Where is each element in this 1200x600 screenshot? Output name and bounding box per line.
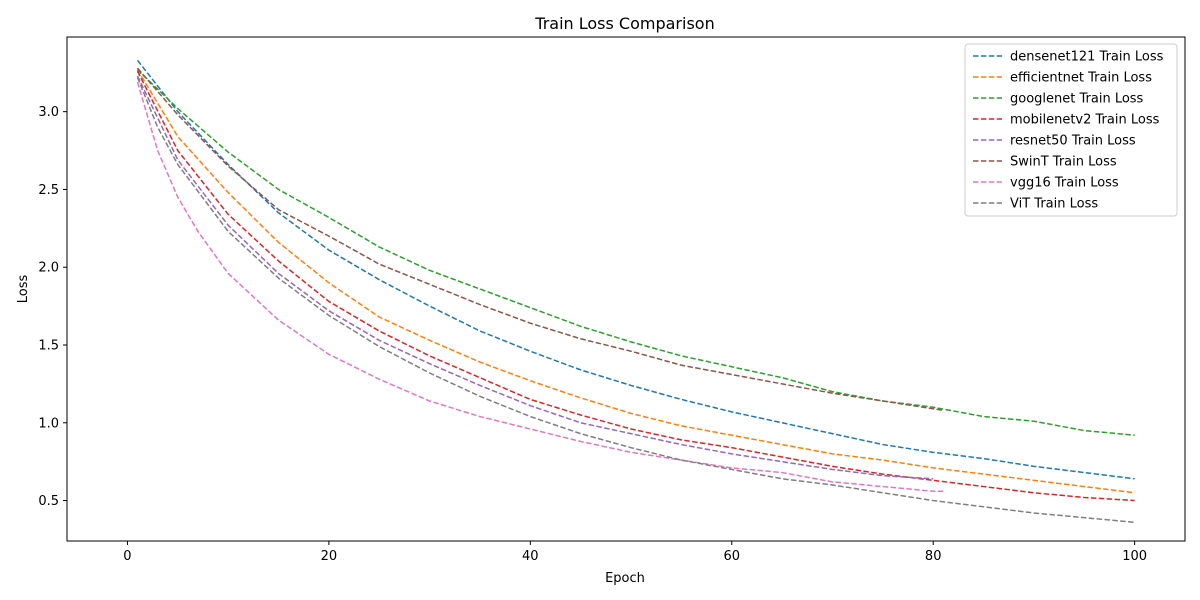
series-lines (136, 59, 1135, 524)
series-line-3 (136, 70, 1135, 502)
x-tick-label: 20 (321, 549, 338, 564)
legend-label-7: ViT Train Loss (1010, 197, 1098, 212)
legend-label-3: mobilenetv2 Train Loss (1010, 113, 1160, 128)
legend-label-2: googlenet Train Loss (1010, 92, 1144, 107)
x-tick-label: 40 (522, 549, 539, 564)
legend-box (964, 43, 1178, 217)
y-axis-label: Loss (16, 275, 31, 304)
y-tick-label: 2.5 (38, 183, 59, 198)
x-tick-label: 80 (925, 549, 942, 564)
y-tick-label: 0.5 (38, 494, 59, 509)
series-line-4 (136, 75, 934, 480)
legend-label-5: SwinT Train Loss (1010, 155, 1117, 170)
legend: densenet121 Train Loss efficientnet Train… (964, 43, 1178, 217)
plot-area (66, 36, 1186, 542)
legend-label-6: vgg16 Train Loss (1010, 176, 1119, 191)
series-line-7 (136, 77, 1135, 524)
x-tick-label: 60 (723, 549, 740, 564)
y-tick-label: 3.0 (38, 105, 59, 120)
series-line-0 (136, 59, 1135, 480)
legend-label-4: resnet50 Train Loss (1010, 134, 1136, 149)
y-tick-label: 1.5 (38, 339, 59, 354)
y-axis: 0.5 1.0 1.5 2.0 2.5 3.0 (38, 105, 67, 509)
x-axis: 0 20 40 60 80 100 (123, 541, 1147, 564)
x-axis-label: Epoch (605, 571, 645, 586)
legend-label-0: densenet121 Train Loss (1010, 50, 1164, 65)
y-tick-label: 2.0 (38, 261, 59, 276)
legend-label-1: efficientnet Train Loss (1010, 71, 1152, 86)
series-line-6 (136, 81, 944, 492)
x-tick-label: 0 (123, 549, 131, 564)
series-line-2 (136, 69, 1135, 436)
series-line-1 (136, 69, 1135, 494)
y-tick-label: 1.0 (38, 416, 59, 431)
chart-title: Train Loss Comparison (534, 14, 714, 33)
x-tick-label: 100 (1122, 549, 1147, 564)
